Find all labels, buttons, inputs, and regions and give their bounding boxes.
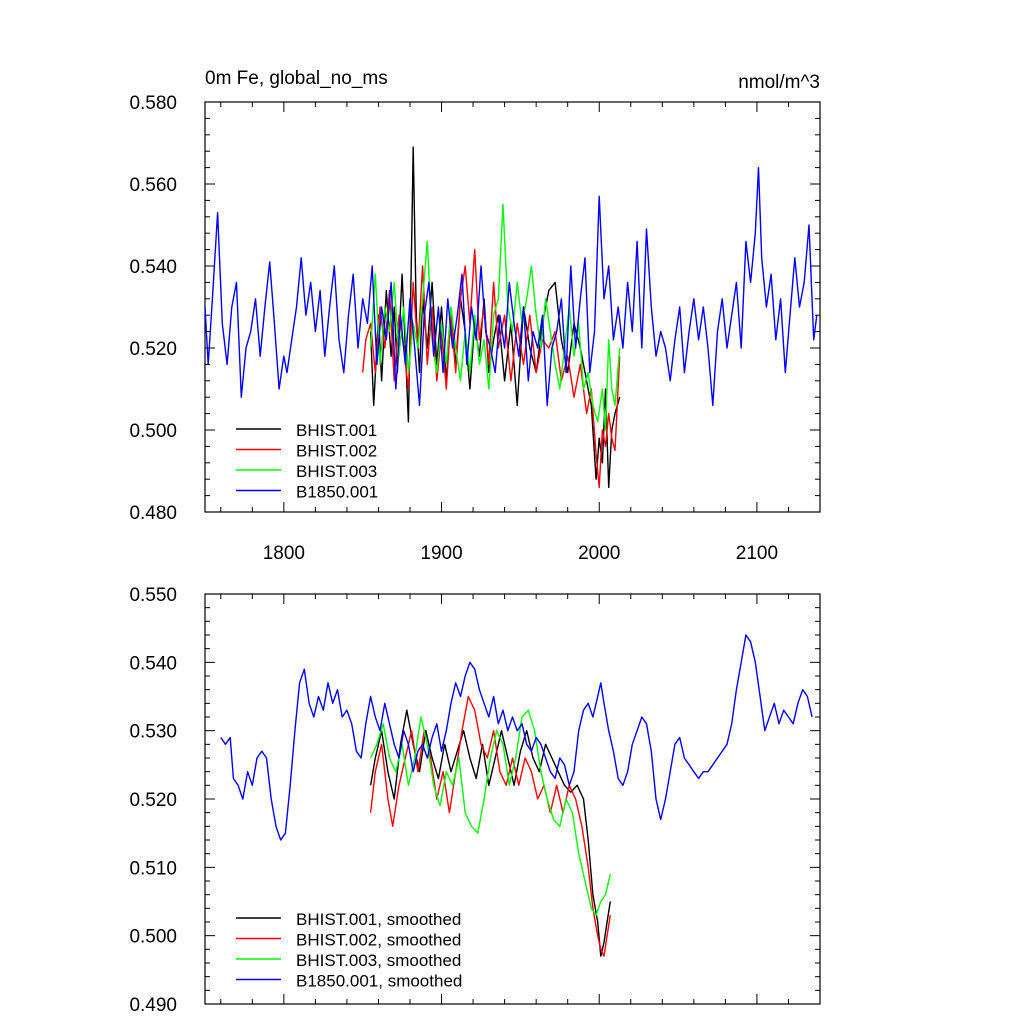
y-tick-label: 0.480: [129, 503, 177, 524]
y-tick-label: 0.500: [129, 927, 177, 948]
y-tick-label: 0.510: [129, 858, 177, 879]
y-tick-label: 0.490: [129, 995, 177, 1016]
y-tick-label: 0.500: [129, 421, 177, 442]
y-tick-label: 0.540: [129, 257, 177, 278]
y-tick-label: 0.560: [129, 175, 177, 196]
bottom-legend: BHIST.001, smoothed BHIST.002, smoothedBH…: [236, 910, 462, 991]
series-line-3: [369, 203, 621, 431]
x-tick-label: 2000: [578, 543, 620, 564]
top-panel: 0m Fe, global_no_ms nmol/m^3 1800 1900 200…: [129, 68, 821, 564]
legend-label: BHIST.002: [296, 442, 377, 461]
x-tick-label: 1800: [263, 543, 305, 564]
top-chart-units: nmol/m^3: [738, 72, 820, 93]
y-tick-label: 0.530: [129, 722, 177, 743]
legend-label: B1850.001, smoothed: [296, 972, 462, 991]
y-tick-label: 0.520: [129, 790, 177, 811]
series-line-4: [220, 634, 813, 841]
y-tick-label: 0.540: [129, 653, 177, 674]
y-tick-label: 0.580: [129, 93, 177, 114]
top-series: [204, 146, 818, 489]
x-tick-label: 2100: [736, 543, 778, 564]
y-tick-label: 0.520: [129, 339, 177, 360]
legend-label: BHIST.001, smoothed: [296, 910, 461, 929]
legend-label: BHIST.002, smoothed: [296, 931, 461, 950]
bottom-panel: 0.490 0.500 0.510 0.520 0.530 0.540 0.550 BHIS…: [129, 585, 821, 1016]
bottom-ticks: 0.490 0.500 0.510 0.520 0.530 0.540 0.550: [129, 585, 821, 1016]
legend-label: BHIST.003: [296, 462, 377, 481]
y-tick-label: 0.550: [129, 585, 177, 606]
series-line-1: [369, 146, 621, 489]
legend-label: B1850.001: [296, 483, 378, 502]
top-ticks: 1800 1900 2000 2100 0.480 0.500 0.520 0.540 0.56…: [129, 93, 821, 564]
series-line-2: [369, 695, 611, 957]
series-line-4: [204, 166, 818, 407]
bottom-series: [220, 634, 813, 957]
x-tick-label: 1900: [420, 543, 462, 564]
series-line-3: [369, 709, 611, 916]
legend-label: BHIST.001: [296, 421, 377, 440]
legend-label: BHIST.003, smoothed: [296, 951, 461, 970]
top-chart-title: 0m Fe, global_no_ms: [205, 68, 388, 89]
